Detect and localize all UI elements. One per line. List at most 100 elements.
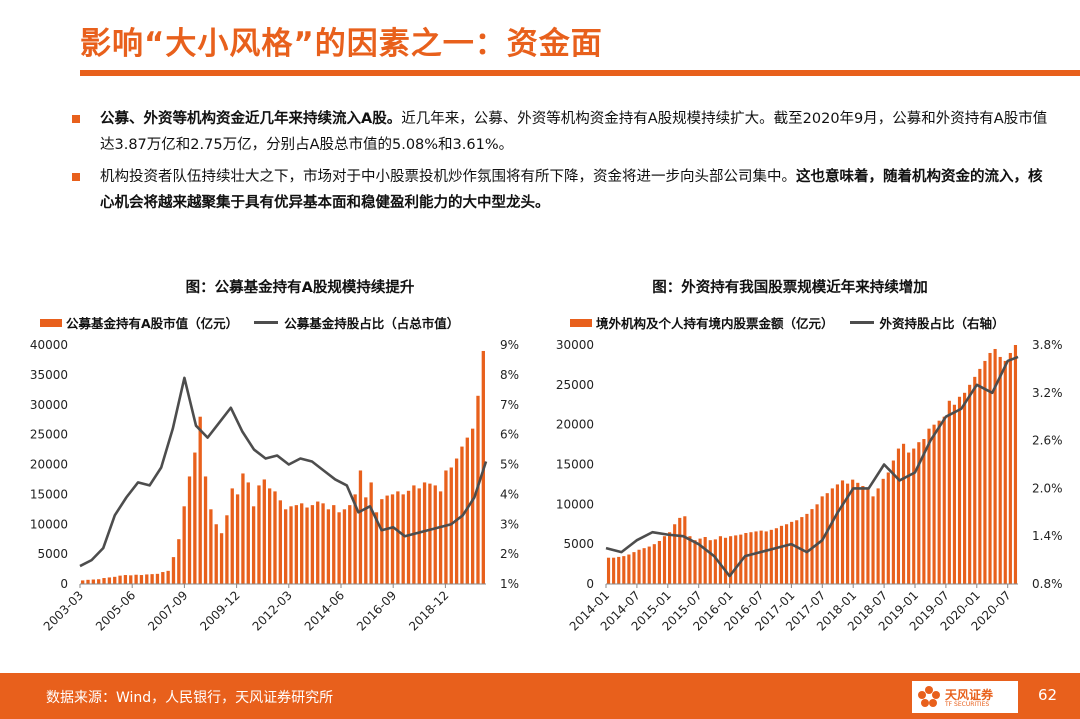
y-left-tick-label: 10000 — [556, 497, 594, 511]
bar — [973, 376, 977, 584]
bar — [97, 579, 101, 584]
bar — [177, 539, 181, 584]
bar — [129, 575, 133, 584]
bar — [657, 540, 661, 584]
x-tick-label: 2014-06 — [302, 588, 347, 633]
y-left-tick-label: 0 — [586, 577, 594, 591]
bar — [198, 416, 202, 584]
bar — [428, 483, 432, 584]
bar — [374, 512, 379, 584]
bar — [790, 521, 794, 584]
footer-bar: 数据来源：Wind，人民银行，天风证券研究所 天风证券 TF SECURITIE… — [0, 673, 1080, 719]
bar — [627, 554, 631, 584]
bar — [1013, 345, 1018, 584]
bar — [284, 509, 288, 584]
bar — [449, 467, 453, 584]
bar — [348, 505, 352, 584]
bar — [390, 494, 395, 585]
legend-bar-swatch — [570, 318, 592, 327]
x-tick-label: 2009-12 — [197, 588, 242, 633]
bar — [300, 503, 304, 584]
bar — [968, 384, 972, 584]
bar — [947, 400, 951, 584]
y-left-tick-label: 15000 — [556, 458, 594, 472]
y-right-tick-label: 1% — [500, 577, 519, 591]
bar — [225, 515, 229, 584]
bar — [764, 531, 768, 584]
y-right-tick-label: 7% — [500, 398, 519, 412]
bar — [998, 356, 1002, 584]
bar — [150, 574, 154, 584]
bar — [688, 536, 692, 584]
bar — [612, 557, 616, 584]
y-left-tick-label: 20000 — [30, 458, 68, 472]
y-right-tick-label: 9% — [500, 338, 519, 352]
chart-foreign-holdings: 0 5000 10000 15000 20000 25000 30000 0.8% 1.4% 2.… — [556, 338, 1063, 634]
bar — [759, 530, 763, 584]
slide-title: 影响“大小风格”的因素之一：资金面 — [80, 26, 603, 62]
bar — [637, 549, 641, 584]
bar — [754, 531, 758, 584]
chart-legend-public-funds: 公募基金持有A股市值（亿元） 公募基金持股占比（占总市值） — [40, 313, 459, 332]
bar — [856, 482, 860, 584]
bar — [891, 460, 895, 584]
bar — [1008, 352, 1012, 584]
y-right-tick-label: 0.8% — [1032, 577, 1063, 591]
bar — [145, 574, 149, 584]
bar — [337, 512, 341, 584]
x-tick-label: 2003-03 — [41, 588, 86, 633]
bar — [835, 484, 840, 584]
bar — [978, 368, 982, 584]
legend-label-bar: 境外机构及个人持有境内股票金额（亿元） — [596, 316, 834, 331]
bar — [988, 352, 992, 584]
brand-name-en: TF SECURITIES — [945, 701, 990, 708]
bullet-bold-text: 这也意味着，随着机构资金的流入，核心机会将越来越聚集于具有优异基本面和稳健盈利能… — [100, 169, 1043, 211]
bar — [166, 570, 170, 584]
bar — [294, 505, 299, 584]
bullet-text: 机构投资者队伍持续壮大之下，市场对于中小股票投机炒作氛围将有所下降，资金将进一步… — [100, 169, 796, 185]
bar — [784, 524, 789, 584]
bar — [779, 525, 784, 584]
y-right-tick-label: 4% — [500, 487, 519, 501]
bar — [662, 536, 667, 584]
bar — [932, 424, 936, 584]
bar — [353, 494, 357, 585]
bullet-marker-icon — [72, 173, 80, 181]
bar — [896, 448, 901, 584]
bar — [161, 572, 165, 584]
bar — [861, 486, 865, 584]
bar — [193, 452, 197, 584]
legend-bar-swatch — [40, 318, 62, 327]
bar — [744, 533, 748, 584]
bar — [81, 580, 85, 584]
x-tick-label: 2012-03 — [250, 588, 295, 633]
title-divider — [80, 70, 1080, 76]
bar — [134, 574, 138, 584]
y-right-tick-label: 2.0% — [1032, 481, 1063, 495]
bar — [769, 529, 773, 584]
bar — [668, 532, 672, 584]
bar — [91, 579, 96, 584]
page-number: 62 — [1038, 686, 1058, 704]
bar — [332, 505, 336, 584]
y-right-tick-label: 3.2% — [1032, 386, 1063, 400]
bar — [444, 470, 448, 584]
y-right-tick-label: 2.6% — [1032, 434, 1063, 448]
y-left-tick-label: 30000 — [30, 398, 68, 412]
bar — [257, 485, 261, 584]
bar — [465, 437, 469, 584]
bar — [703, 537, 707, 584]
x-tick-label: 2007-09 — [145, 588, 190, 633]
bar — [219, 533, 224, 584]
bar — [358, 470, 363, 584]
bar — [187, 476, 192, 584]
x-tick-label: 2016-09 — [354, 588, 399, 633]
bar — [825, 493, 829, 584]
bar — [155, 573, 160, 584]
bar — [963, 392, 967, 584]
bar — [113, 576, 117, 584]
bar — [305, 507, 309, 584]
bar — [246, 482, 250, 584]
bar — [326, 509, 331, 584]
bar — [886, 472, 890, 584]
